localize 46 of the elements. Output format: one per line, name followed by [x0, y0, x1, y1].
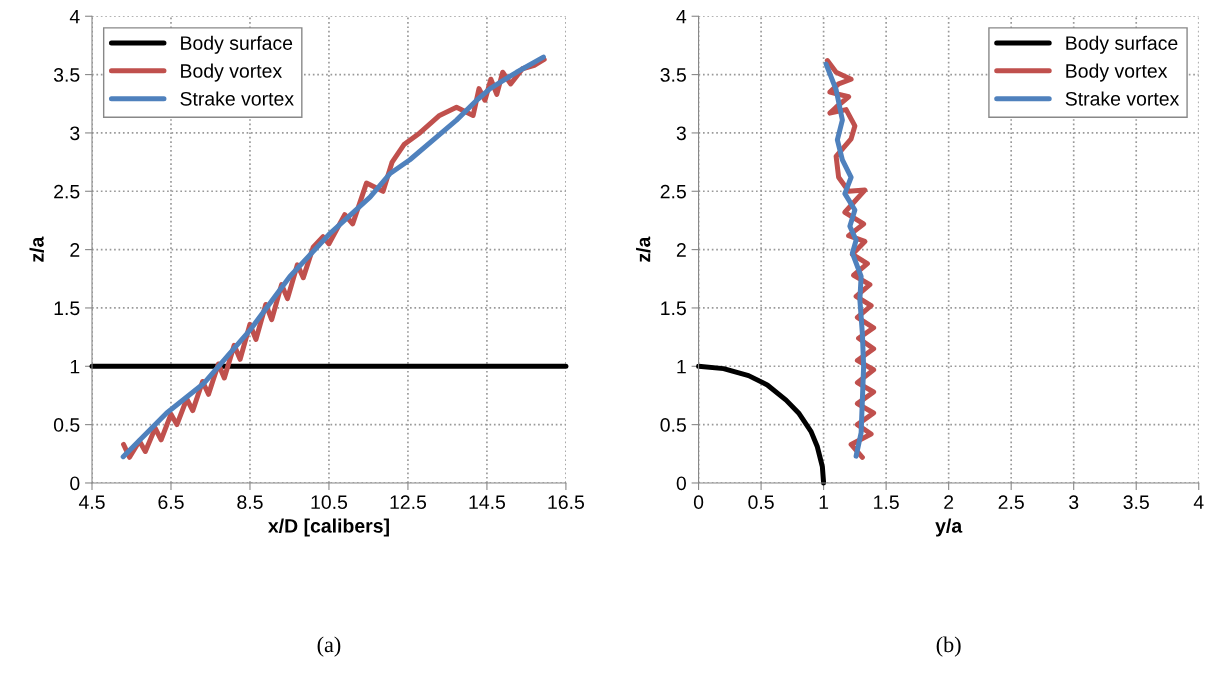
x-tick-label: 1.5 [874, 495, 899, 510]
legend-label: Body vortex [1066, 63, 1168, 82]
x-tick-label: 16.5 [548, 495, 585, 510]
x-tick-label: 1 [819, 495, 829, 509]
y-tick-label: 3 [676, 126, 686, 141]
x-tick-label: 0 [693, 495, 704, 510]
y-tick-label: 2.5 [660, 184, 686, 199]
y-tick-label: 2 [676, 243, 686, 257]
x-tick-label: 2 [944, 495, 954, 509]
y-tick-label: 3.5 [53, 68, 80, 82]
y-tick-label: 1.5 [661, 301, 686, 316]
x-tick-label: 2.5 [998, 495, 1024, 510]
x-tick-label: 0.5 [748, 495, 774, 510]
y-tick-label: 0.5 [53, 418, 80, 432]
y-axis-title: z/a [636, 236, 651, 262]
x-tick-label: 3.5 [1123, 495, 1149, 510]
text: (b) [936, 636, 961, 657]
y-tick-label: 1.5 [54, 301, 80, 316]
legend-label: Body vortex [181, 63, 282, 82]
text: (a) [317, 636, 341, 657]
x-tick-label: 14.5 [469, 495, 506, 510]
legend-label: Strake vortex [1065, 91, 1180, 106]
legend-label: Strake vortex [180, 91, 294, 106]
x-axis-title: y/a [935, 518, 963, 537]
y-tick-label: 1 [677, 359, 686, 374]
x-tick-label: 3 [1069, 495, 1079, 510]
legend-label: Body surface [181, 35, 293, 54]
y-tick-label: 4 [676, 9, 687, 24]
y-tick-label: 2.5 [54, 184, 80, 199]
x-tick-label: 10.5 [311, 495, 348, 510]
y-tick-label: 0 [676, 476, 686, 491]
legend-label: Body surface [1066, 35, 1178, 54]
x-tick-label: 8.5 [237, 495, 263, 510]
y-tick-label: 4 [69, 9, 80, 24]
x-axis-title: x/D [calibers] [268, 518, 389, 537]
y-tick-label: 3.5 [660, 68, 686, 82]
y-tick-label: 1 [70, 359, 80, 374]
x-tick-label: 4.5 [78, 495, 105, 510]
y-tick-label: 3 [70, 126, 80, 141]
x-tick-label: 6.5 [158, 495, 184, 510]
x-tick-label: 12.5 [390, 495, 427, 510]
y-axis-title: z/a [29, 236, 44, 262]
x-tick-label: 4 [1193, 495, 1204, 509]
y-tick-label: 0.5 [660, 418, 686, 432]
y-tick-label: 0 [70, 476, 80, 491]
y-tick-label: 2 [70, 243, 80, 257]
